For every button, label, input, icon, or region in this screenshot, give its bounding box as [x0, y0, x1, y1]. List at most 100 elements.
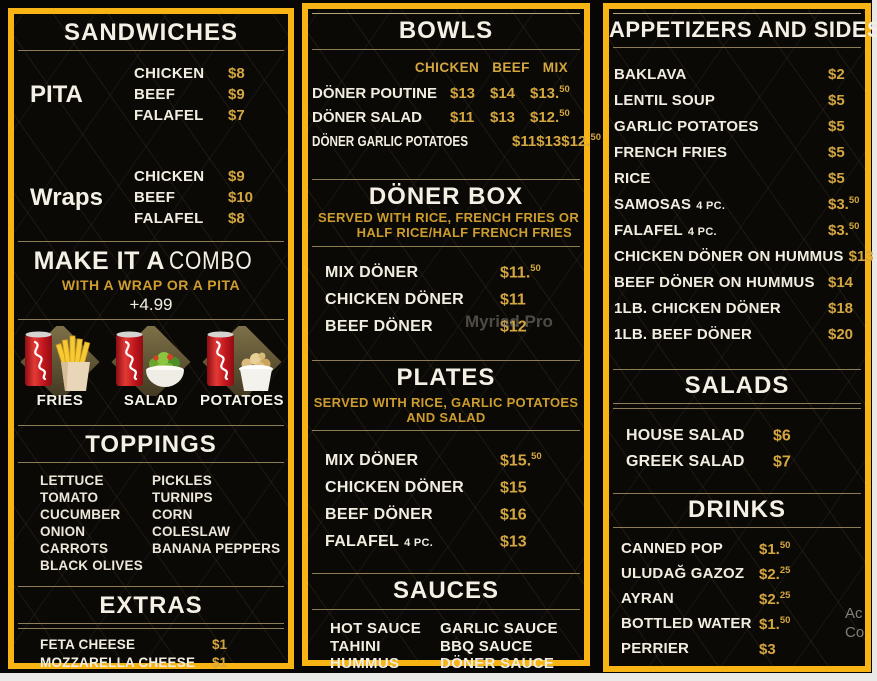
- item-price: $16: [500, 506, 527, 524]
- divider: [613, 13, 861, 14]
- divider-double: [613, 403, 861, 409]
- menu-item-row: CHICKEN DÖNER $15: [325, 474, 564, 501]
- sauce-item: GARLIC SAUCE: [440, 620, 558, 637]
- wraps-group: Wraps CHICKEN $9 BEEF $10 FALAFEL $8: [14, 166, 288, 229]
- menu-item-row: BOTTLED WATER $1.50: [621, 611, 817, 636]
- menu-item-row: 1LB. BEEF DÖNER $20: [614, 321, 865, 347]
- item-name: MIX DÖNER: [325, 451, 419, 469]
- price-mix: $13.50: [530, 84, 570, 102]
- item-price: $7: [228, 107, 245, 124]
- topping-item: CUCUMBER: [40, 507, 121, 522]
- topping-item: BLACK OLIVES: [40, 558, 143, 573]
- menu-item-row: GREEK SALAD $7: [626, 449, 821, 475]
- item-price: $9: [228, 86, 245, 103]
- menu-item-row: FALAFEL $8: [134, 208, 278, 229]
- menu-item-row: DÖNER GARLIC POTATOES $11 $13 $12.50: [312, 129, 601, 153]
- doner-box-title: DÖNER BOX: [368, 183, 524, 210]
- bowls-title: BOWLS: [398, 17, 494, 44]
- divider: [312, 430, 580, 431]
- combo-option-fries: FRIES: [16, 326, 104, 409]
- item-name: 1LB. CHICKEN DÖNER: [614, 299, 781, 317]
- toppings-title: TOPPINGS: [85, 431, 217, 458]
- menu-item-row: CHICKEN DÖNER $11: [325, 286, 564, 313]
- topping-item: TOMATO: [40, 490, 99, 505]
- item-name: BEEF DÖNER: [325, 505, 433, 523]
- divider: [18, 241, 284, 242]
- item-price: $5: [828, 170, 845, 187]
- item-name: BEEF DÖNER ON HUMMUS: [614, 273, 815, 291]
- divider: [613, 527, 861, 528]
- item-name: BEEF DÖNER: [325, 317, 433, 335]
- divider: [312, 360, 580, 361]
- item-name: DÖNER SALAD: [312, 108, 423, 126]
- topping-item: TURNIPS: [152, 490, 213, 505]
- combo-title-accent: COMBO: [168, 247, 253, 275]
- item-name: BAKLAVA: [614, 65, 687, 83]
- menu-item-row: CANNED POP $1.50: [621, 536, 817, 561]
- toppings-column-1: LETTUCE TOMATO CUCUMBER ONION CARROTS BLACK O…: [40, 472, 152, 574]
- doner-box-subtitle-line1: SERVED WITH RICE, FRENCH FRIES OR: [318, 210, 580, 225]
- item-price: $2: [828, 66, 845, 83]
- plates-title: PLATES: [396, 364, 496, 391]
- bowls-price-headers: CHICKEN BEEF MIX: [308, 60, 584, 75]
- pita-items: CHICKEN $8 BEEF $9 FALAFEL $7: [134, 63, 278, 126]
- panel-sandwiches: SANDWICHES PITA CHICKEN $8 BEEF $9 FALAF…: [8, 8, 294, 670]
- combo-option-label: FRIES: [36, 392, 84, 409]
- item-price: $18: [828, 300, 854, 317]
- menu-item-row: FALAFEL $7: [134, 105, 278, 126]
- item-price: $10: [228, 189, 254, 206]
- price-mix: $12.50: [561, 132, 602, 150]
- menu-item-row: FRENCH FRIES $5: [614, 139, 865, 165]
- item-price: $11.50: [500, 262, 541, 282]
- menu-item-row: DÖNER POUTINE $13 $14 $13.50: [312, 81, 580, 105]
- combo-price: +4.99: [129, 295, 173, 314]
- item-price: $20: [828, 326, 854, 343]
- item-name: CHICKEN: [134, 168, 205, 185]
- item-name: MIX DÖNER: [325, 263, 419, 281]
- salads-title: SALADS: [684, 372, 790, 399]
- menu-item-row: BEEF DÖNER $16: [325, 501, 564, 528]
- item-price: $9: [228, 168, 245, 185]
- column-header-mix: MIX: [542, 60, 568, 75]
- drinks-list: CANNED POP $1.50 ULUDAĞ GAZOZ $2.25 AYRA…: [609, 536, 865, 661]
- menu-item-row: CHICKEN DÖNER ON HUMMUS $13: [614, 243, 874, 269]
- menu-item-row: BEEF $9: [134, 84, 278, 105]
- sauces-title: SAUCES: [392, 577, 500, 604]
- wraps-items: CHICKEN $9 BEEF $10 FALAFEL $8: [134, 166, 278, 229]
- sauces-column-2: GARLIC SAUCE BBQ SAUCE DÖNER SAUCE: [440, 620, 578, 673]
- menu-item-row: PERRIER $3: [621, 636, 817, 661]
- combo-title-main: MAKE IT A: [33, 247, 165, 275]
- combo-option-potatoes: POTATOES: [198, 326, 286, 409]
- divider: [18, 462, 284, 463]
- item-name: BOTTLED WATER: [621, 615, 752, 632]
- divider: [312, 573, 580, 574]
- sauces-column-1: HOT SAUCE TAHINI HUMMUS: [330, 620, 440, 673]
- plates-list: MIX DÖNER $15.50 CHICKEN DÖNER $15 BEEF …: [308, 447, 584, 555]
- item-name: BEEF: [134, 86, 176, 103]
- column-header-beef: BEEF: [492, 60, 530, 75]
- item-name: FALAFEL 4 PC.: [325, 532, 434, 550]
- item-name: ULUDAĞ GAZOZ: [621, 565, 745, 582]
- divider: [18, 586, 284, 587]
- menu-item-row: 1LB. CHICKEN DÖNER $18: [614, 295, 865, 321]
- sauce-item: BBQ SAUCE: [440, 637, 533, 655]
- topping-item: CARROTS: [40, 541, 109, 556]
- item-price: $6: [773, 427, 791, 445]
- item-price: $12: [500, 318, 527, 336]
- menu-item-row: FETA CHEESE $1: [14, 635, 288, 653]
- item-name: CHICKEN: [134, 65, 205, 82]
- menu-item-row: ULUDAĞ GAZOZ $2.25: [621, 561, 817, 586]
- coke-can-and-potatoes-image: [202, 326, 282, 396]
- menu-item-row: HOUSE SALAD $6: [626, 423, 821, 449]
- topping-item: CORN: [152, 507, 193, 522]
- item-price: $1: [212, 654, 228, 670]
- salads-list: HOUSE SALAD $6 GREEK SALAD $7: [609, 423, 865, 475]
- sauce-item: HOT SAUCE: [330, 620, 422, 637]
- item-name: FRENCH FRIES: [614, 143, 728, 161]
- menu-item-row: BEEF DÖNER ON HUMMUS $14: [614, 269, 865, 295]
- topping-item: COLESLAW: [152, 524, 231, 539]
- item-name: CHICKEN DÖNER ON HUMMUS: [614, 247, 844, 265]
- item-price: $1.50: [759, 539, 791, 558]
- menu-item-row: GARLIC POTATOES $5: [614, 113, 865, 139]
- pita-group: PITA CHICKEN $8 BEEF $9 FALAFEL $7: [14, 63, 288, 126]
